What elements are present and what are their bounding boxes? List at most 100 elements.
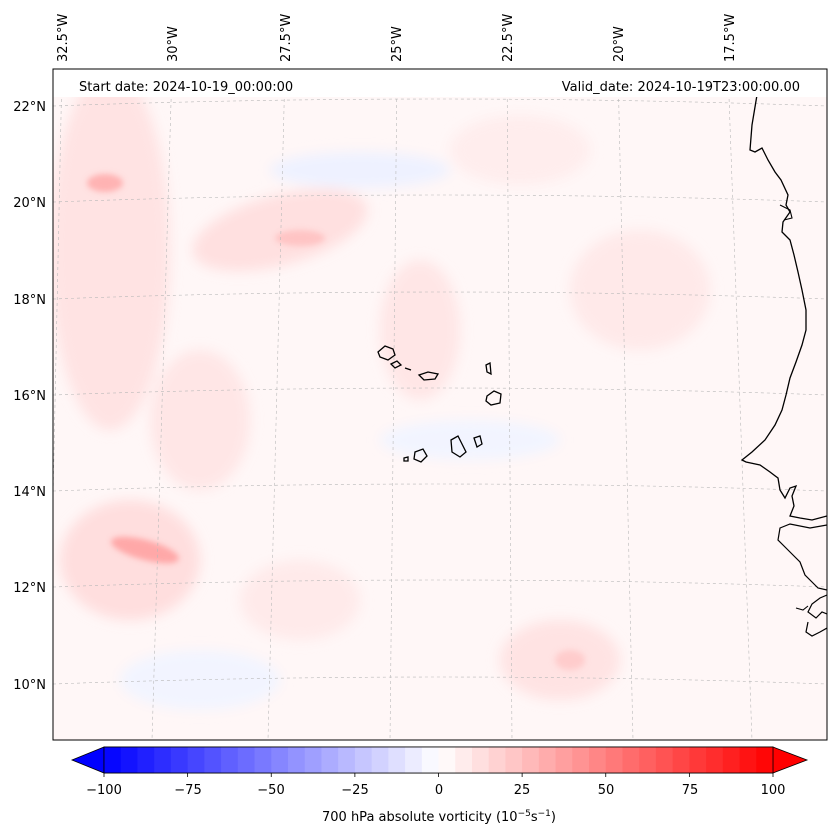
island-sao-nicolau (417, 371, 440, 381)
lon-label-17-5w: 17.5°W (723, 14, 738, 62)
colorbar-segment (739, 747, 757, 773)
colorbar-extend-high (772, 746, 809, 774)
lat-label-20n: 20°N (13, 196, 46, 211)
colorbar-segment (706, 747, 724, 773)
colorbar-segment (338, 747, 356, 773)
longitude-labels: 32.5°W 30°W 27.5°W 25°W 22.5°W 20°W 17.5… (56, 14, 738, 62)
meridian-30w (151, 69, 173, 740)
field-negative-center (380, 420, 560, 460)
island-fogo (413, 448, 428, 463)
lon-label-30w: 30°W (166, 26, 181, 62)
colorbar-segment (321, 747, 339, 773)
island-santo-antao (377, 345, 396, 361)
island-boa-vista (485, 390, 502, 406)
coast-detail-senegal (777, 523, 827, 591)
colorbar-segment (639, 747, 657, 773)
colorbar-segment (555, 747, 573, 773)
coast-detail-south (805, 621, 827, 637)
vorticity-max-north (87, 174, 123, 192)
colorbar-segment (287, 747, 306, 773)
colorbar-segment (388, 747, 406, 773)
lat-label-22n: 22°N (13, 100, 46, 115)
colorbar-segment (254, 747, 272, 773)
field-region-south-west (60, 500, 200, 620)
africa-coastline (740, 69, 827, 521)
lat-label-18n: 18°N (13, 293, 46, 308)
lat-label-14n: 14°N (13, 485, 46, 500)
lon-label-22-5w: 22.5°W (501, 14, 516, 62)
colorbar-segment (455, 747, 473, 773)
colorbar-segment (237, 747, 255, 773)
colorbar-segment (271, 747, 289, 773)
meridian-17-5w (727, 69, 753, 740)
cb-tick-label: 0 (435, 783, 443, 798)
vorticity-max-band (275, 230, 325, 246)
colorbar-segment (722, 747, 740, 773)
colorbar-segment (204, 747, 222, 773)
field-region-west (53, 70, 170, 430)
colorbar-segment (187, 747, 205, 773)
colorbar-segment (689, 747, 707, 773)
lat-label-12n: 12°N (13, 581, 46, 596)
colorbar-segment (589, 747, 607, 773)
island-sal (485, 361, 492, 376)
colorbar-segment (471, 747, 490, 773)
lat-label-10n: 10°N (13, 678, 46, 693)
parallel-16n (53, 387, 827, 396)
meridian-25w (389, 69, 398, 740)
cb-tick-label: 25 (514, 783, 531, 798)
colorbar-ticks: −100 −75 −50 −25 0 25 50 75 100 (86, 773, 785, 798)
parallel-12n (53, 579, 827, 588)
colorbar-segment (405, 747, 423, 773)
vorticity-maxima (87, 174, 585, 670)
island-santa-luzia (404, 367, 412, 371)
parallel-22n (53, 98, 827, 107)
colorbar-segment (137, 747, 155, 773)
gridlines (53, 69, 827, 740)
info-banner (53, 69, 827, 97)
coast-detail-island (795, 605, 809, 611)
vorticity-max-south (111, 536, 179, 564)
parallel-20n (53, 194, 827, 203)
field-region-east (570, 230, 710, 350)
cb-tick-label: −100 (86, 783, 122, 798)
lon-label-20w: 20°W (612, 26, 627, 62)
colorbar-segment (505, 747, 523, 773)
vorticity-max-south-east (555, 650, 585, 670)
lon-label-32-5w: 32.5°W (56, 14, 71, 62)
field-negative-north (270, 152, 450, 188)
cape-verde-islands (377, 345, 502, 463)
colorbar-segment (655, 747, 674, 773)
field-region-center (380, 260, 460, 400)
island-brava (403, 456, 409, 462)
vorticity-field (53, 70, 710, 710)
colorbar-segment (438, 747, 456, 773)
cb-tick-label: 75 (682, 783, 699, 798)
meridian-27-5w (267, 69, 286, 740)
colorbar-segment (104, 747, 122, 773)
colorbar-extend-low (70, 746, 105, 774)
map-panel (53, 69, 827, 740)
cb-tick-label: −50 (257, 783, 284, 798)
colorbar-segment (672, 747, 690, 773)
field-region-south-center (240, 560, 360, 640)
meridian-22-5w (506, 69, 513, 740)
parallel-18n (53, 291, 827, 300)
colorbar-segment (522, 747, 540, 773)
lat-label-16n: 16°N (13, 389, 46, 404)
island-maio (473, 435, 483, 448)
colorbar-segment (622, 747, 640, 773)
colorbar-segment (120, 747, 138, 773)
valid-date-label: Valid_date: 2024-10-19T23:00:00.00 (562, 80, 800, 95)
colorbar-segment (756, 747, 774, 773)
field-negative-south (120, 650, 280, 710)
colorbar-segment (304, 747, 322, 773)
start-date-label: Start date: 2024-10-19_00:00:00 (79, 80, 293, 95)
island-sao-vicente (389, 360, 403, 369)
map-frame (52, 68, 828, 741)
cb-tick-label: 100 (761, 783, 786, 798)
parallel-10n (53, 676, 827, 685)
colorbar: −100 −75 −50 −25 0 25 50 75 100 700 hPa … (70, 746, 809, 825)
colorbar-segment (605, 747, 623, 773)
